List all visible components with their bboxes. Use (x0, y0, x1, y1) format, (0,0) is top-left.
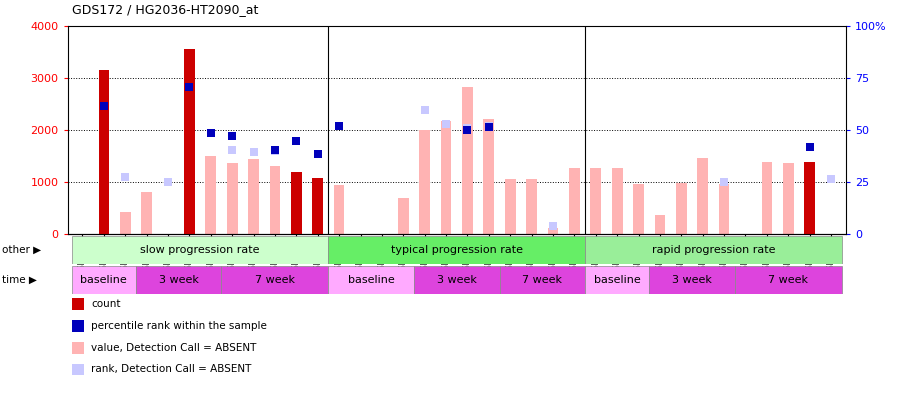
Bar (141, 192, 152, 234)
Bar (72, 236, 328, 264)
Text: 7 week: 7 week (522, 275, 562, 285)
Bar (441, 121, 452, 234)
Point (803, 144, 817, 150)
Text: rank, Detection Call = ABSENT: rank, Detection Call = ABSENT (91, 364, 251, 375)
Bar (328, 236, 585, 264)
Bar (676, 183, 687, 234)
Point (289, 137, 303, 144)
Bar (585, 236, 842, 264)
Bar (526, 179, 537, 234)
Bar (414, 266, 500, 294)
Text: 7 week: 7 week (769, 275, 808, 285)
Point (545, 223, 560, 230)
Bar (649, 266, 734, 294)
Bar (221, 266, 328, 294)
Text: time ▶: time ▶ (2, 275, 37, 285)
Bar (590, 168, 601, 234)
Point (225, 147, 239, 154)
Bar (805, 162, 815, 234)
Bar (98, 202, 109, 234)
Bar (398, 198, 409, 234)
Bar (334, 185, 345, 234)
Point (161, 179, 176, 185)
Text: 3 week: 3 week (158, 275, 199, 285)
Point (824, 176, 838, 182)
Text: baseline: baseline (594, 275, 641, 285)
Point (268, 148, 283, 154)
Bar (136, 266, 221, 294)
Bar (419, 129, 430, 234)
Point (247, 149, 261, 155)
Text: baseline: baseline (347, 275, 394, 285)
Bar (505, 179, 516, 234)
Text: other ▶: other ▶ (2, 245, 40, 255)
Text: percentile rank within the sample: percentile rank within the sample (91, 321, 266, 331)
Bar (462, 87, 472, 234)
Point (118, 174, 132, 180)
Text: count: count (91, 299, 121, 309)
Bar (291, 172, 302, 234)
Text: typical progression rate: typical progression rate (391, 245, 523, 255)
Bar (783, 164, 794, 234)
Point (482, 123, 496, 129)
Point (225, 133, 239, 140)
Bar (312, 177, 323, 234)
Point (439, 121, 454, 128)
Point (460, 126, 474, 133)
Bar (761, 162, 772, 234)
Bar (698, 158, 708, 234)
Bar (500, 266, 585, 294)
Bar (569, 168, 580, 234)
Point (717, 179, 732, 185)
Bar (328, 266, 414, 294)
Text: baseline: baseline (80, 275, 127, 285)
Bar (483, 119, 494, 234)
Point (310, 151, 325, 157)
Bar (98, 70, 109, 234)
Bar (270, 166, 280, 234)
Bar (248, 159, 259, 234)
Bar (227, 163, 238, 234)
Text: slow progression rate: slow progression rate (140, 245, 260, 255)
Point (203, 130, 218, 137)
Text: GDS172 / HG2036-HT2090_at: GDS172 / HG2036-HT2090_at (72, 3, 258, 16)
Bar (719, 184, 729, 234)
Point (203, 129, 218, 136)
Point (332, 122, 347, 129)
Text: value, Detection Call = ABSENT: value, Detection Call = ABSENT (91, 343, 256, 353)
Bar (612, 168, 623, 234)
Bar (547, 228, 558, 234)
Bar (120, 212, 130, 234)
Point (96, 103, 111, 109)
Point (460, 125, 474, 131)
Point (268, 147, 283, 154)
Bar (634, 184, 643, 234)
Text: 3 week: 3 week (672, 275, 712, 285)
Bar (654, 215, 665, 234)
Bar (184, 49, 194, 234)
Text: 3 week: 3 week (436, 275, 477, 285)
Point (182, 84, 196, 90)
Bar (734, 266, 842, 294)
Bar (72, 266, 136, 294)
Text: rapid progression rate: rapid progression rate (652, 245, 775, 255)
Point (482, 124, 496, 130)
Bar (585, 266, 649, 294)
Point (418, 107, 432, 113)
Text: 7 week: 7 week (255, 275, 295, 285)
Bar (205, 156, 216, 234)
